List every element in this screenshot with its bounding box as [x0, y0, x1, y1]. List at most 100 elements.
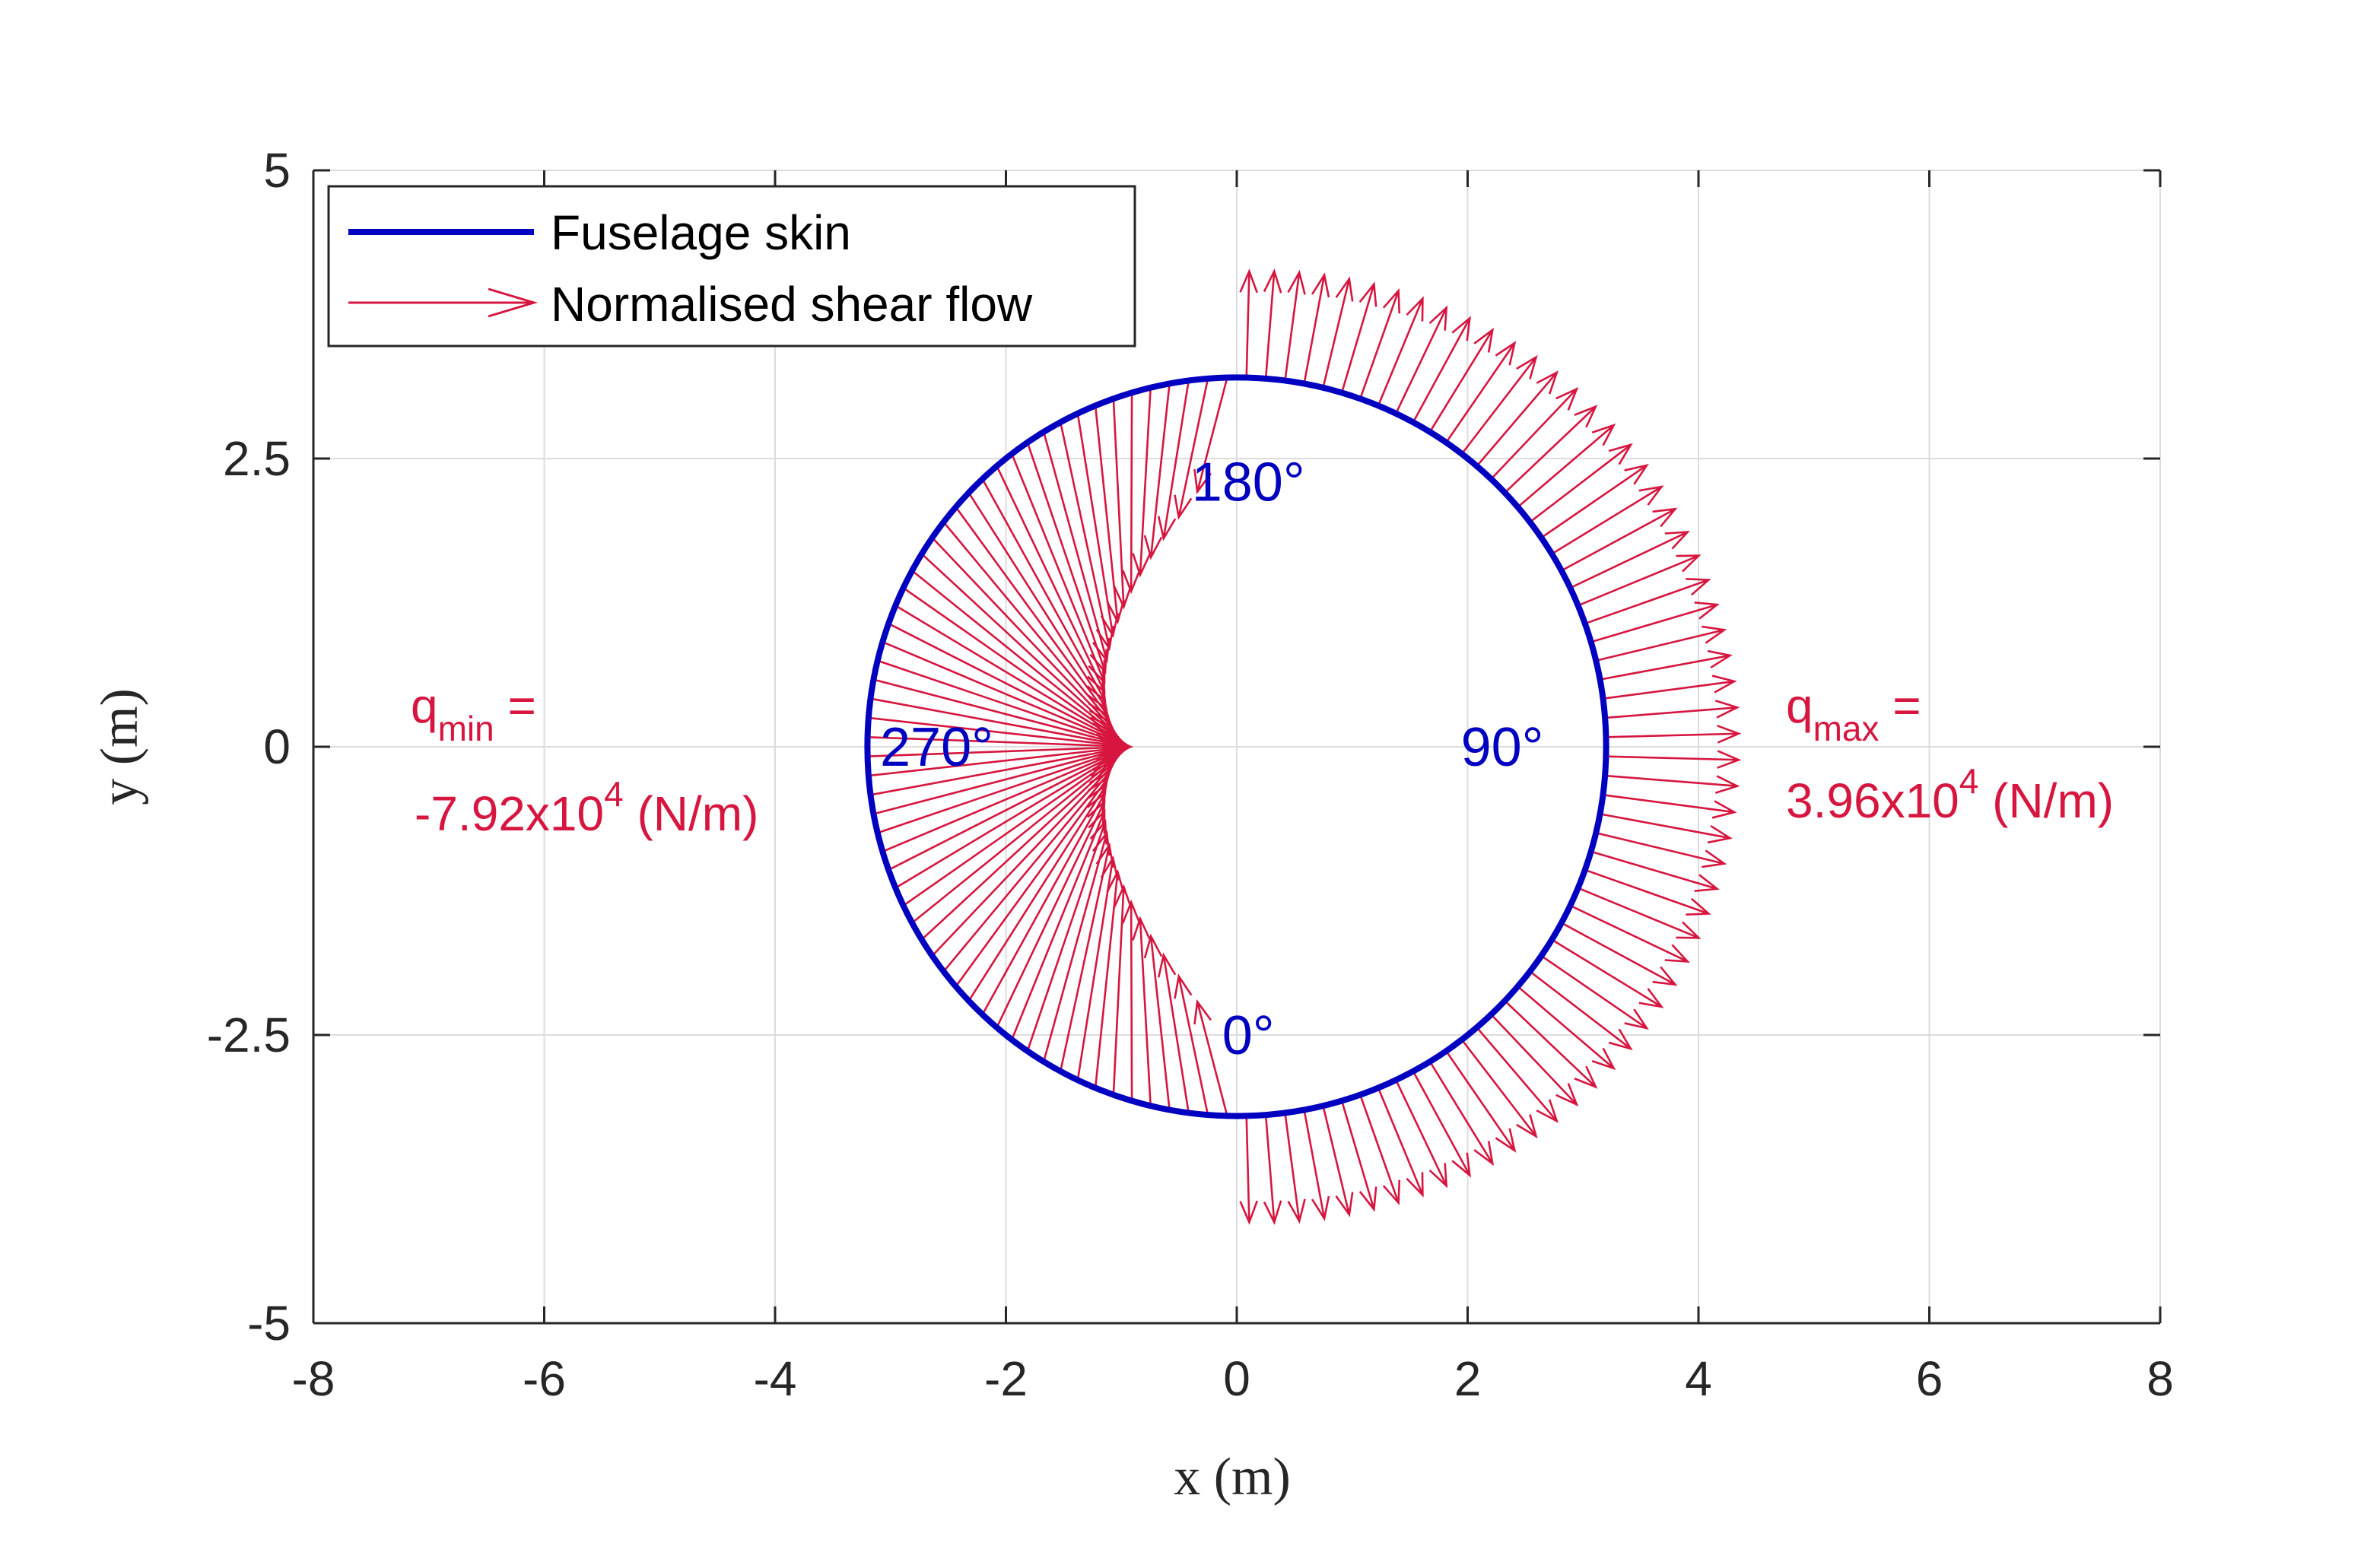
shear-flow-arrow [1561, 922, 1678, 986]
y-tick-label: -2.5 [207, 1008, 291, 1062]
shear-flow-arrow [1490, 1013, 1579, 1107]
q-min-annotation: qmin = -7.92x104 (N/m) [411, 678, 758, 841]
shear-flow-arrow [1303, 1109, 1330, 1221]
q-max-label: qmax = [1786, 678, 1921, 748]
shear-flow-arrow [1377, 1087, 1424, 1198]
x-tick-label: -4 [754, 1351, 797, 1406]
shear-flow-arrow [1193, 377, 1228, 495]
y-tick-label: 5 [263, 143, 291, 198]
shear-flow-arrow [1263, 1114, 1282, 1225]
shear-flow-arrow [1143, 933, 1171, 1110]
shear-flow-arrow [1358, 287, 1401, 400]
shear-flow-arrow [1143, 383, 1171, 560]
shear-flow-arrow [1340, 1100, 1377, 1212]
shear-flow-arrow [1603, 794, 1737, 819]
shear-flow-arrow [1606, 750, 1742, 769]
angle-label-270: 270° [880, 717, 993, 778]
shear-flow-arrow [1540, 954, 1649, 1030]
shear-flow-arrow [1112, 884, 1133, 1095]
x-tick-label: 0 [1223, 1351, 1250, 1406]
shear-flow-arrow [1460, 354, 1538, 455]
shear-flow-arrow [1284, 1112, 1306, 1224]
shear-flow-arrow [1322, 1105, 1354, 1217]
shear-flow-arrow [1551, 938, 1664, 1008]
shear-flow-arrow [1590, 850, 1720, 892]
shear-flow-arrow [1540, 463, 1649, 539]
shear-flow-arrow [1322, 276, 1354, 389]
shear-flow-arrow [1600, 813, 1733, 844]
shear-flow-arrow [1121, 899, 1141, 1101]
shear-flow-arrow [1590, 602, 1720, 643]
shear-flow-arrow [1504, 999, 1598, 1089]
shear-flow-arrow [1412, 316, 1471, 424]
shear-flow-arrow [1606, 725, 1742, 744]
shear-flow-arrow [1561, 507, 1678, 572]
shear-flow-arrow [1517, 986, 1616, 1071]
shear-flow-arrow [1076, 413, 1120, 639]
shear-flow-arrow [1578, 887, 1702, 939]
shear-flow-arrow [1428, 1060, 1495, 1167]
shear-flow-arrow [1239, 1115, 1258, 1225]
legend-entry-fuselage-skin: Fuselage skin [551, 205, 851, 260]
shear-flow-arrow [1132, 388, 1152, 578]
q-max-value: 3.96x104 (N/m) [1786, 761, 2114, 828]
shear-flow-arrow [1595, 831, 1727, 868]
shear-flow-arrow [1595, 625, 1727, 662]
shear-flow-arrow [1578, 554, 1702, 607]
shear-flow-arrow [1358, 1094, 1401, 1206]
shear-flow-arrow [1603, 675, 1737, 700]
shear-flow-arrow [1394, 1079, 1448, 1189]
shear-flow-arrow [1094, 869, 1125, 1088]
shear-flow-arrow [1428, 327, 1495, 433]
shear-flow-arrow [1284, 269, 1306, 382]
q-min-value: -7.92x104 (N/m) [415, 774, 758, 841]
shear-flow-arrow [1157, 952, 1190, 1113]
shear-flow-arrow [1263, 268, 1282, 379]
shear-flow-arrow [1569, 531, 1690, 589]
angle-label-0: 0° [1222, 1005, 1275, 1066]
q-min-label: qmin = [411, 678, 536, 748]
shear-flow-arrow [1529, 970, 1633, 1051]
x-tick-label: -8 [292, 1351, 335, 1406]
shear-flow-arrow [1112, 398, 1133, 610]
shear-flow-arrow [1529, 443, 1633, 523]
shear-flow-arrow [1303, 272, 1330, 385]
legend: Fuselage skin Normalised shear flow [327, 185, 1136, 348]
shear-flow-arrow [1239, 268, 1258, 379]
shear-flow-arrow [1157, 380, 1190, 541]
shear-flow-arrow [1584, 578, 1711, 625]
legend-box [327, 185, 1136, 348]
shear-flow-arrow [1490, 386, 1579, 481]
shear-flow-arrow [1460, 1039, 1538, 1139]
angle-label-180: 180° [1192, 452, 1305, 513]
shear-flow-arrow [1174, 973, 1209, 1115]
legend-arrow-head [488, 287, 539, 318]
x-tick-label: 2 [1454, 1351, 1482, 1406]
shear-flow-arrow [1174, 379, 1209, 520]
x-tick-label: 4 [1685, 1351, 1712, 1406]
y-tick-label: -5 [247, 1296, 291, 1351]
shear-flow-arrow [1094, 405, 1125, 624]
shear-flow-arrow [1476, 1027, 1559, 1123]
tick-labels: -8 -6 -4 -2 0 2 4 6 8 -5 -2.5 0 2.5 5 [207, 143, 2174, 1406]
x-tick-label: -6 [523, 1351, 566, 1406]
shear-flow-arrow [1569, 904, 1690, 963]
shear-flow-arrow [1517, 423, 1616, 508]
shear-flow-arrow [1504, 405, 1598, 494]
legend-entry-shear-flow: Normalised shear flow [551, 277, 1033, 332]
y-tick-label: 0 [263, 719, 291, 774]
shear-flow-arrow [1340, 281, 1377, 394]
y-axis-label: y (m) [91, 688, 149, 805]
shear-flow-arrow [1551, 485, 1664, 555]
x-tick-label: 8 [2146, 1351, 2174, 1406]
shear-flow-arrow [1377, 296, 1424, 407]
x-tick-label: 6 [1916, 1351, 1943, 1406]
shear-flow-arrow [1121, 392, 1141, 595]
shear-flow-arrow [1584, 868, 1711, 916]
shear-flow-arrow [1604, 774, 1740, 794]
shear-flow-arrow [1394, 305, 1448, 414]
shear-flow-arrow [1193, 998, 1228, 1116]
x-axis-label: x (m) [1174, 1448, 1291, 1506]
axes [312, 169, 2162, 1325]
